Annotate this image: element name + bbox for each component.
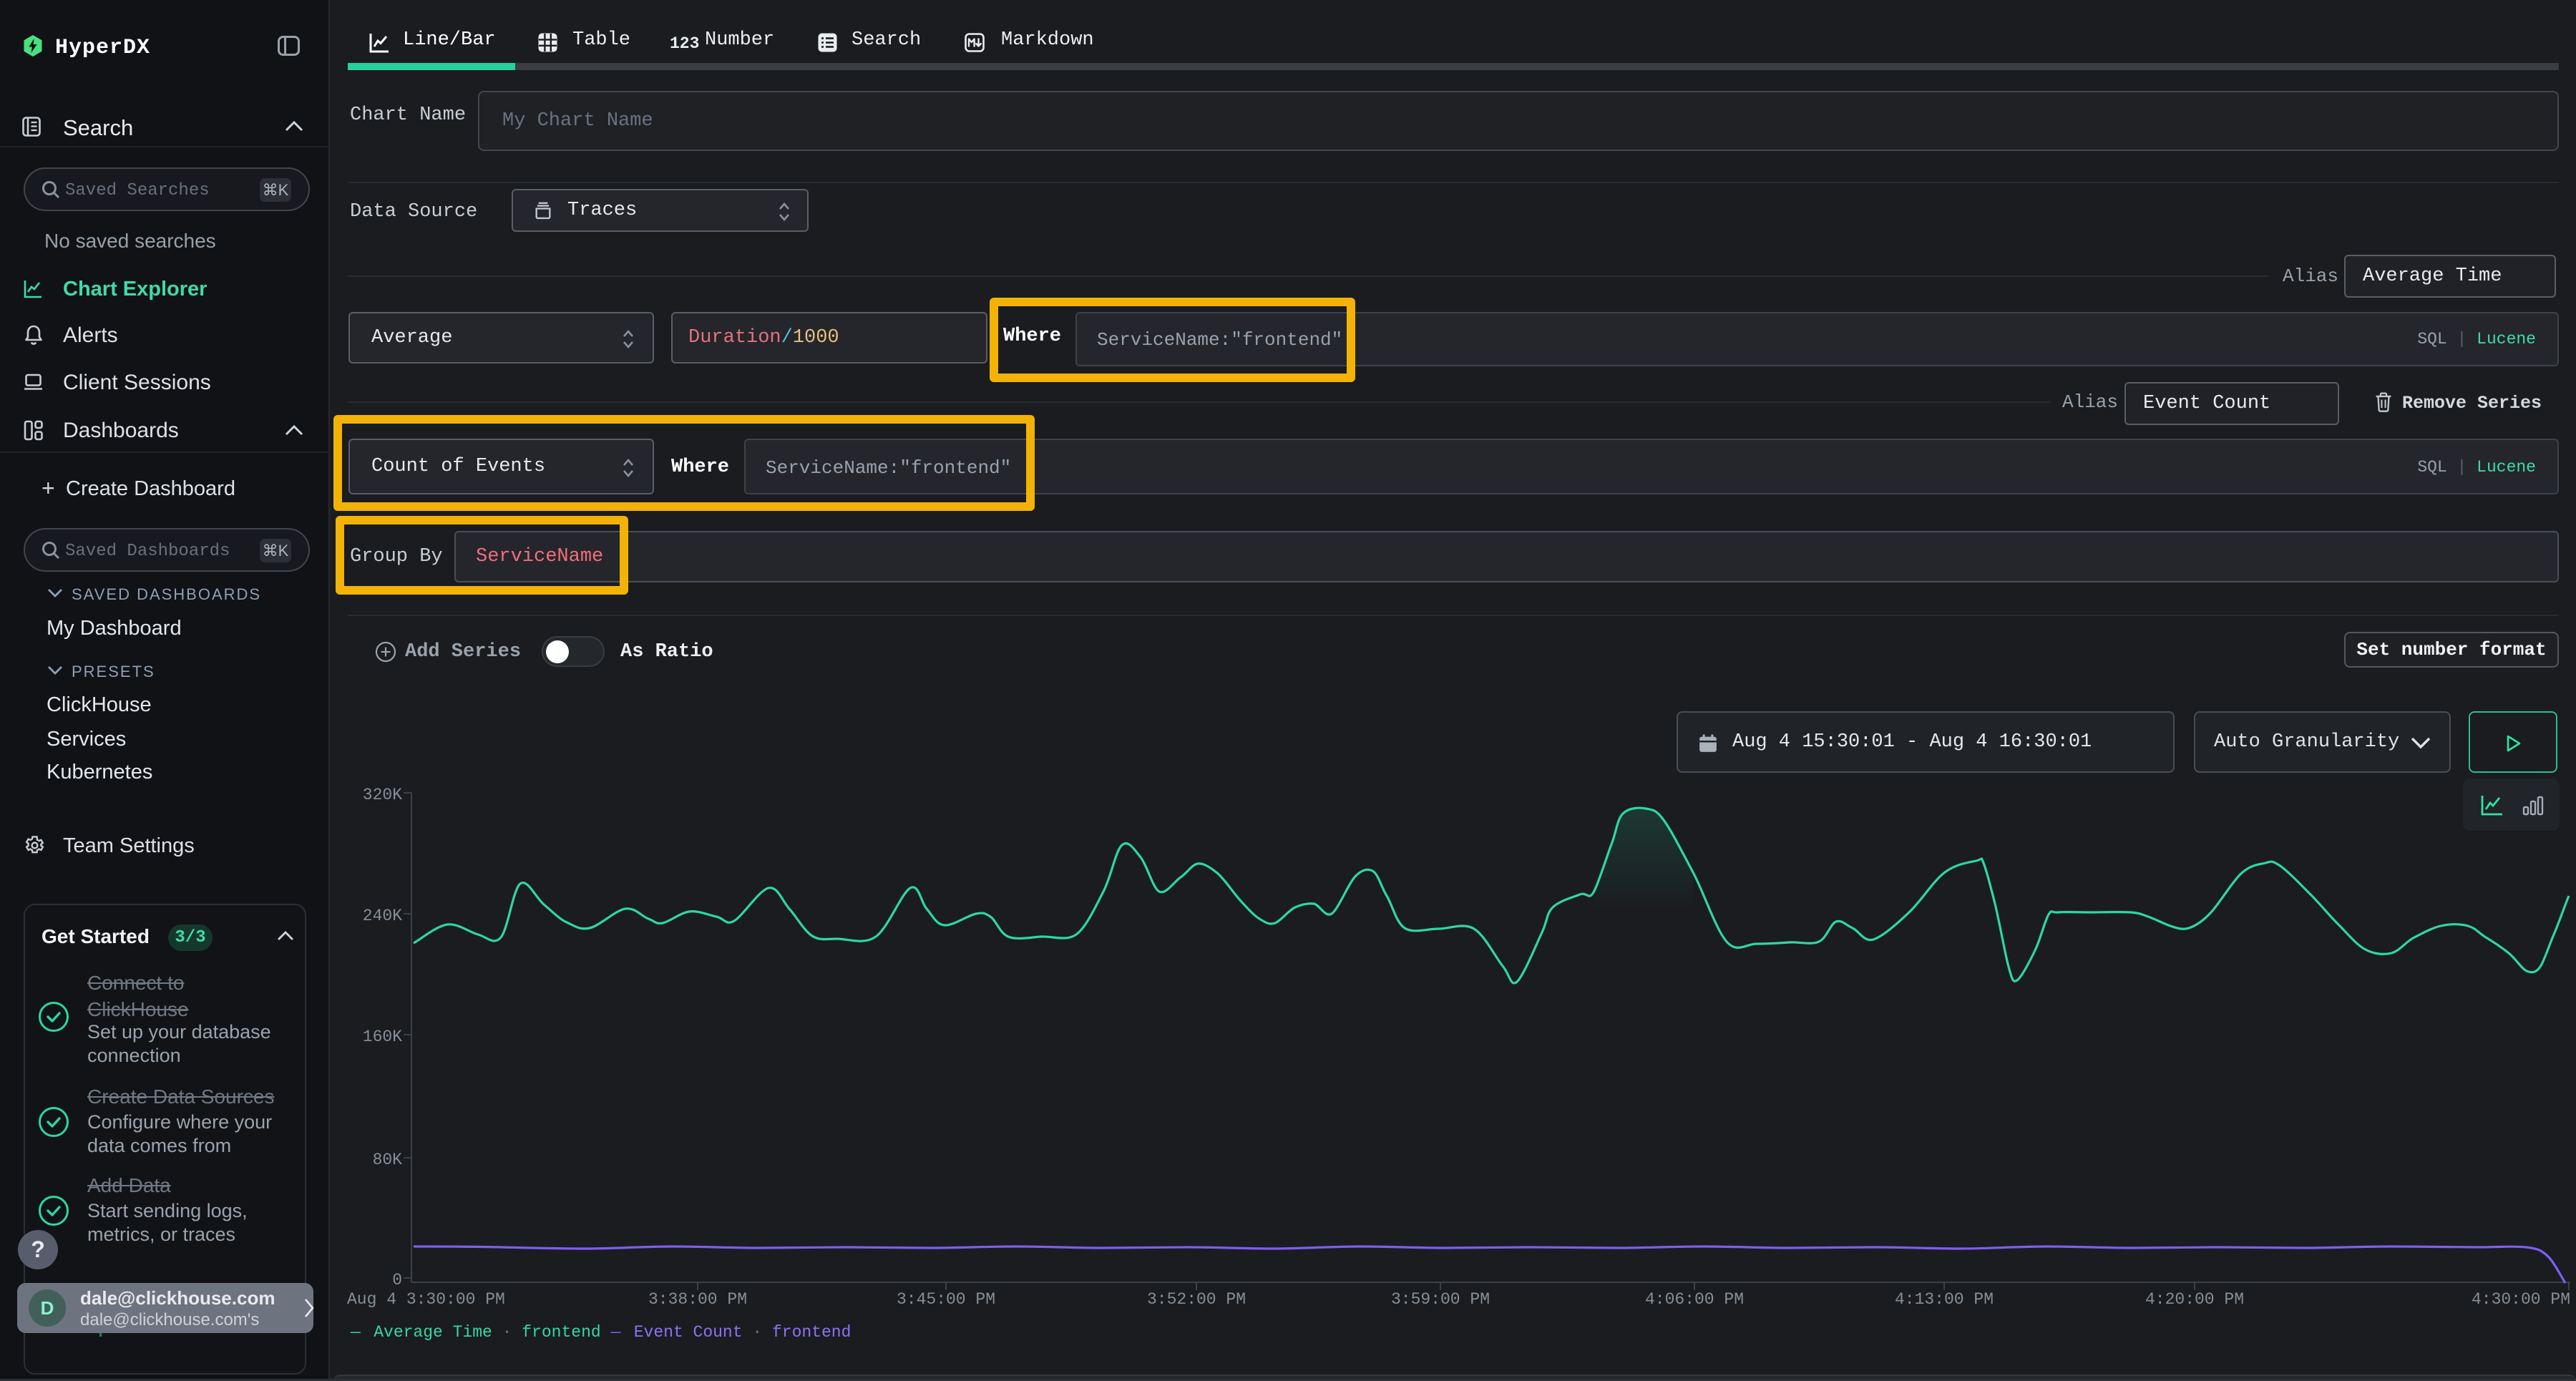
svg-text:320K: 320K (363, 786, 402, 804)
svg-text:4:20:00 PM: 4:20:00 PM (2145, 1290, 2244, 1309)
svg-text:Aug 4 3:30:00 PM: Aug 4 3:30:00 PM (347, 1290, 505, 1309)
svg-text:3:59:00 PM: 3:59:00 PM (1391, 1290, 1490, 1309)
svg-text:3:52:00 PM: 3:52:00 PM (1147, 1290, 1246, 1309)
svg-text:0: 0 (392, 1271, 402, 1289)
svg-text:4:06:00 PM: 4:06:00 PM (1645, 1290, 1744, 1309)
svg-text:4:13:00 PM: 4:13:00 PM (1895, 1290, 1994, 1309)
svg-text:4:30:00 PM: 4:30:00 PM (2472, 1290, 2570, 1309)
svg-text:3:38:00 PM: 3:38:00 PM (648, 1290, 747, 1309)
svg-text:3:45:00 PM: 3:45:00 PM (897, 1290, 995, 1309)
svg-text:80K: 80K (373, 1151, 403, 1169)
svg-text:160K: 160K (363, 1028, 402, 1046)
svg-text:240K: 240K (363, 907, 402, 925)
